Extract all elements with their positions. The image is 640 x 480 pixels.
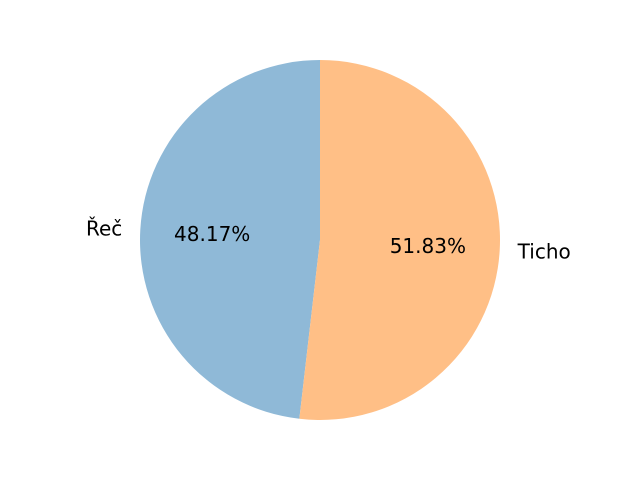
slice-label-1: Řeč <box>86 217 122 241</box>
pie-slices <box>139 60 500 421</box>
slice-percent-label-2: 51.83% <box>390 234 466 258</box>
pie-labels: Řeč 48.17% Ticho 51.83% <box>86 217 571 264</box>
slice-percent-label-1: 48.17% <box>174 222 250 246</box>
pie-slice-2 <box>299 60 500 421</box>
slice-label-2: Ticho <box>517 239 571 263</box>
pie-slice-1 <box>139 60 320 419</box>
